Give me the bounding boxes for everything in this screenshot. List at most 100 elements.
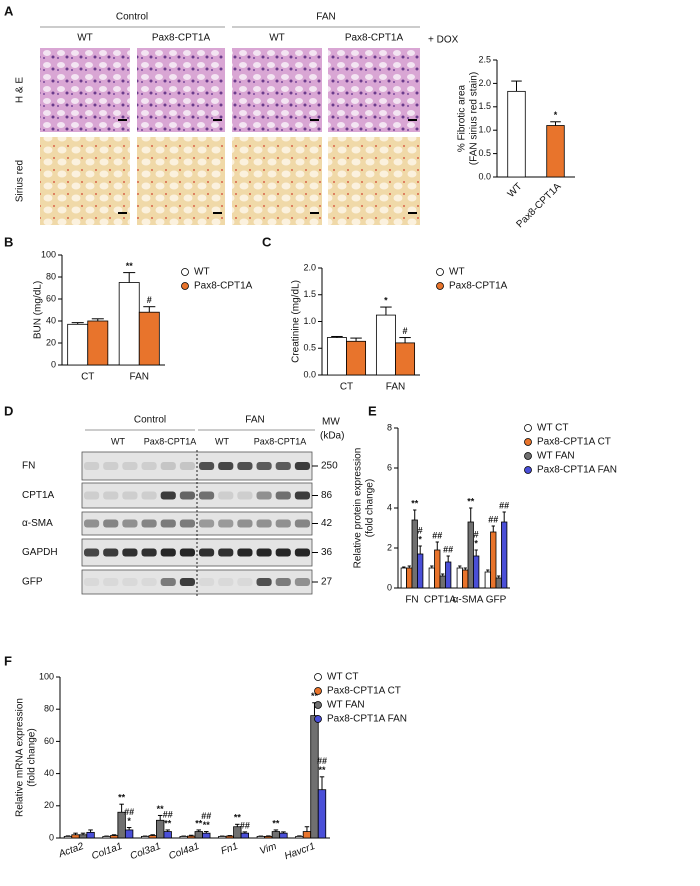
significance-label: # (147, 295, 152, 305)
band (275, 519, 291, 528)
genotype-label: Pax8-CPT1A (254, 436, 307, 446)
western-blot: FN 250 CPT1A 86 α-SMA 42 GAPDH 36 GFP 27 (22, 450, 338, 596)
band (122, 548, 138, 557)
bar (317, 789, 327, 839)
legend-marker (436, 282, 444, 290)
x-tick-label: Vim (258, 841, 278, 857)
bar (428, 567, 435, 589)
band (103, 548, 119, 557)
y-axis-label: BUN (mg/dL) (33, 281, 44, 339)
band (218, 548, 234, 557)
y-tick-label: 60 (44, 736, 54, 746)
significance-label: ## (124, 807, 134, 817)
image (328, 137, 420, 225)
significance-label: ## (163, 809, 173, 819)
mw-label: 36 (321, 547, 333, 558)
band (141, 548, 157, 557)
bar (490, 531, 497, 589)
bar (264, 835, 273, 839)
band (199, 462, 215, 470)
band (275, 462, 291, 470)
significance-label: ## (240, 820, 250, 830)
bar (256, 835, 266, 839)
bar (467, 521, 474, 589)
significance-label: # (418, 525, 423, 535)
significance-label: ** (157, 804, 165, 814)
genotype-label: Pax8-CPT1A (345, 33, 404, 44)
x-tick-label: Havcr1 (283, 841, 317, 862)
bar (218, 835, 227, 839)
bar (163, 831, 172, 839)
x-tick-label: Col4a1 (167, 841, 201, 862)
panel-label: F (4, 653, 12, 668)
bar (67, 323, 89, 366)
significance-label: ** (195, 818, 203, 828)
band (141, 462, 157, 470)
mw-label: 250 (321, 461, 338, 472)
legend-label: Pax8-CPT1A (449, 281, 508, 292)
bar (279, 832, 288, 839)
row-label: GAPDH (22, 547, 58, 558)
y-tick-label: 2.5 (478, 54, 491, 64)
bar (411, 519, 418, 589)
y-axis-label: (fold change) (27, 728, 38, 786)
band (122, 491, 138, 500)
genotype-label: WT (215, 436, 229, 446)
histology-images (40, 48, 420, 225)
bar (271, 831, 281, 839)
band (122, 578, 138, 586)
significance-label: ** (311, 691, 319, 701)
band (199, 548, 215, 557)
bar (375, 314, 396, 376)
bar (71, 834, 80, 839)
bar (462, 569, 469, 589)
band (294, 578, 310, 586)
image (40, 48, 130, 132)
y-tick-label: 100 (39, 671, 54, 681)
legend-label: WT FAN (327, 700, 365, 711)
bar (546, 125, 565, 178)
band (275, 578, 291, 586)
x-tick-label: Fn1 (220, 841, 240, 857)
legend-marker (314, 673, 322, 681)
panel-label: E (368, 403, 377, 418)
y-axis-label: Relative protein expression (353, 448, 364, 569)
bar (484, 571, 491, 589)
x-tick-label: CPT1A (424, 595, 457, 606)
x-tick-label: Acta2 (56, 841, 85, 861)
band (84, 548, 100, 557)
significance-label: ## (432, 530, 442, 540)
genotype-label: WT (77, 33, 93, 44)
y-tick-label: 2 (387, 542, 392, 552)
mw-title: (kDa) (320, 431, 344, 442)
significance-label: ** (234, 813, 242, 823)
significance-label: * (127, 816, 131, 826)
legend-label: WT CT (537, 423, 568, 434)
significance-label: ** (318, 765, 326, 775)
bar (434, 549, 441, 589)
band (160, 491, 176, 500)
band (218, 578, 234, 586)
band (294, 491, 310, 500)
significance-label: ## (201, 811, 211, 821)
bar (86, 831, 95, 839)
genotype-label: Pax8-CPT1A (144, 436, 197, 446)
bar (395, 342, 416, 376)
legend-label: Pax8-CPT1A FAN (327, 714, 407, 725)
bar (406, 567, 413, 589)
band (122, 519, 138, 528)
band (141, 491, 157, 500)
y-tick-label: 40 (44, 768, 54, 778)
band (275, 491, 291, 500)
bar (240, 832, 250, 839)
band (179, 548, 195, 557)
band (160, 519, 176, 528)
bar (346, 340, 367, 376)
row-label: FN (22, 461, 35, 472)
band (160, 548, 176, 557)
y-tick-label: 80 (44, 704, 54, 714)
group-label: FAN (245, 415, 264, 426)
stain-label: Sirius red (15, 160, 26, 202)
y-tick-label: 1.5 (478, 101, 491, 111)
